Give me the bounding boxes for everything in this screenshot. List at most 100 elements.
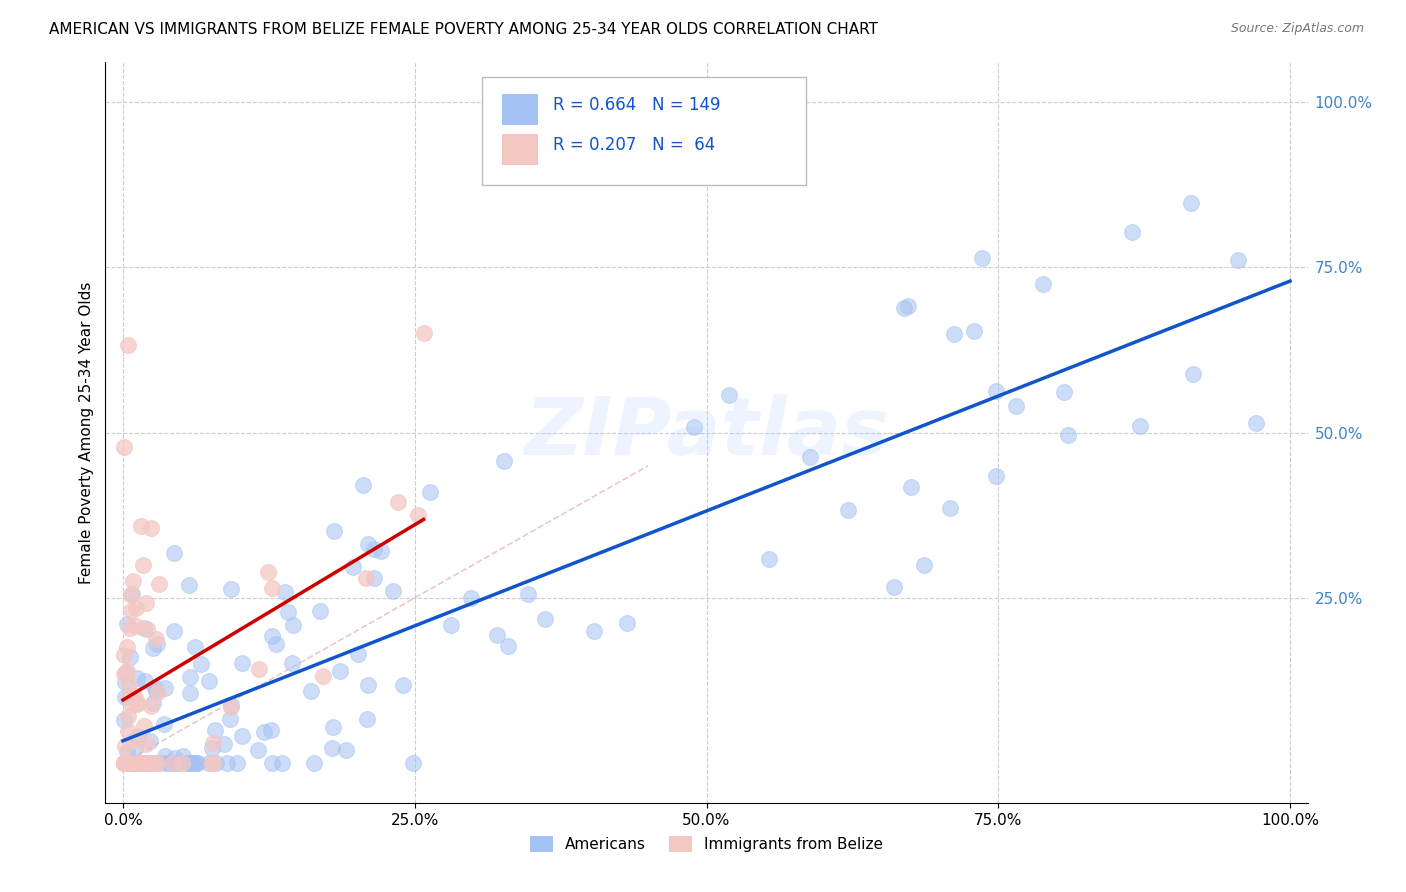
Point — [363, 571, 385, 585]
Point — [167, 756, 190, 771]
Point — [121, 586, 143, 600]
Point — [132, 756, 155, 771]
Point — [281, 656, 304, 670]
Point — [1180, 196, 1202, 211]
Point — [322, 720, 344, 734]
Point — [357, 678, 380, 692]
Point — [321, 740, 343, 755]
Point — [1227, 252, 1250, 267]
Point — [121, 756, 143, 771]
Point — [127, 756, 149, 771]
Point — [131, 756, 153, 771]
Point — [329, 664, 352, 678]
Point — [115, 640, 138, 654]
Point — [131, 756, 153, 771]
Y-axis label: Female Poverty Among 25-34 Year Olds: Female Poverty Among 25-34 Year Olds — [79, 282, 94, 583]
Point — [127, 672, 149, 686]
Point — [184, 640, 207, 654]
Point — [190, 657, 212, 672]
Point — [163, 624, 186, 638]
Point — [963, 324, 986, 338]
Point — [260, 723, 283, 737]
Point — [253, 724, 276, 739]
Point — [112, 756, 135, 771]
Point — [299, 684, 322, 698]
Point — [683, 420, 706, 434]
Point — [162, 756, 184, 771]
Point — [201, 756, 224, 771]
Point — [120, 756, 142, 771]
Point — [439, 618, 461, 632]
Point — [135, 756, 157, 771]
FancyBboxPatch shape — [502, 134, 538, 165]
Point — [419, 484, 441, 499]
Point — [114, 674, 136, 689]
Point — [219, 698, 242, 713]
Point — [1182, 368, 1205, 382]
Point — [115, 756, 138, 771]
Point — [112, 441, 135, 455]
Point — [120, 649, 142, 664]
Point — [148, 756, 170, 771]
Point — [121, 756, 143, 771]
Point — [183, 756, 205, 771]
Text: Source: ZipAtlas.com: Source: ZipAtlas.com — [1230, 22, 1364, 36]
Point — [939, 501, 962, 516]
Point — [115, 664, 138, 678]
Point — [145, 684, 167, 698]
Point — [883, 581, 905, 595]
Point — [153, 717, 176, 731]
Point — [112, 756, 135, 771]
Point — [1005, 399, 1028, 413]
Point — [186, 756, 208, 771]
Point — [115, 756, 138, 771]
Point — [124, 733, 146, 747]
Point — [142, 640, 165, 655]
Point — [406, 508, 429, 522]
Point — [1246, 416, 1268, 430]
Point — [115, 617, 138, 632]
Point — [970, 251, 993, 265]
Point — [145, 632, 167, 647]
Point — [139, 756, 162, 771]
Point — [122, 688, 145, 702]
Point — [138, 756, 160, 771]
Point — [117, 756, 139, 771]
Point — [302, 756, 325, 771]
Point — [163, 756, 186, 771]
Point — [112, 756, 135, 771]
Point — [356, 712, 378, 726]
Point — [1053, 385, 1076, 400]
Point — [309, 604, 332, 618]
Point — [139, 756, 162, 770]
Point — [112, 648, 135, 663]
Point — [112, 666, 135, 681]
Point — [146, 637, 169, 651]
Point — [127, 697, 149, 711]
Point — [516, 587, 538, 601]
Point — [942, 326, 965, 341]
Point — [163, 546, 186, 560]
Point — [231, 656, 253, 670]
Point — [135, 737, 157, 751]
Point — [127, 695, 149, 709]
Point — [486, 628, 509, 642]
Point — [205, 756, 228, 771]
Point — [201, 740, 224, 755]
Text: AMERICAN VS IMMIGRANTS FROM BELIZE FEMALE POVERTY AMONG 25-34 YEAR OLDS CORRELAT: AMERICAN VS IMMIGRANTS FROM BELIZE FEMAL… — [49, 22, 879, 37]
Point — [115, 756, 138, 771]
Point — [180, 756, 202, 771]
Point — [121, 698, 143, 713]
Point — [146, 684, 169, 698]
FancyBboxPatch shape — [502, 94, 538, 125]
Point — [370, 544, 392, 558]
Legend: Americans, Immigrants from Belize: Americans, Immigrants from Belize — [524, 830, 889, 858]
Point — [616, 615, 638, 630]
Point — [347, 648, 370, 662]
Text: ZIPatlas: ZIPatlas — [524, 393, 889, 472]
Point — [363, 541, 385, 556]
Point — [534, 611, 557, 625]
Point — [112, 756, 135, 771]
Point — [984, 468, 1007, 483]
Point — [117, 708, 139, 723]
